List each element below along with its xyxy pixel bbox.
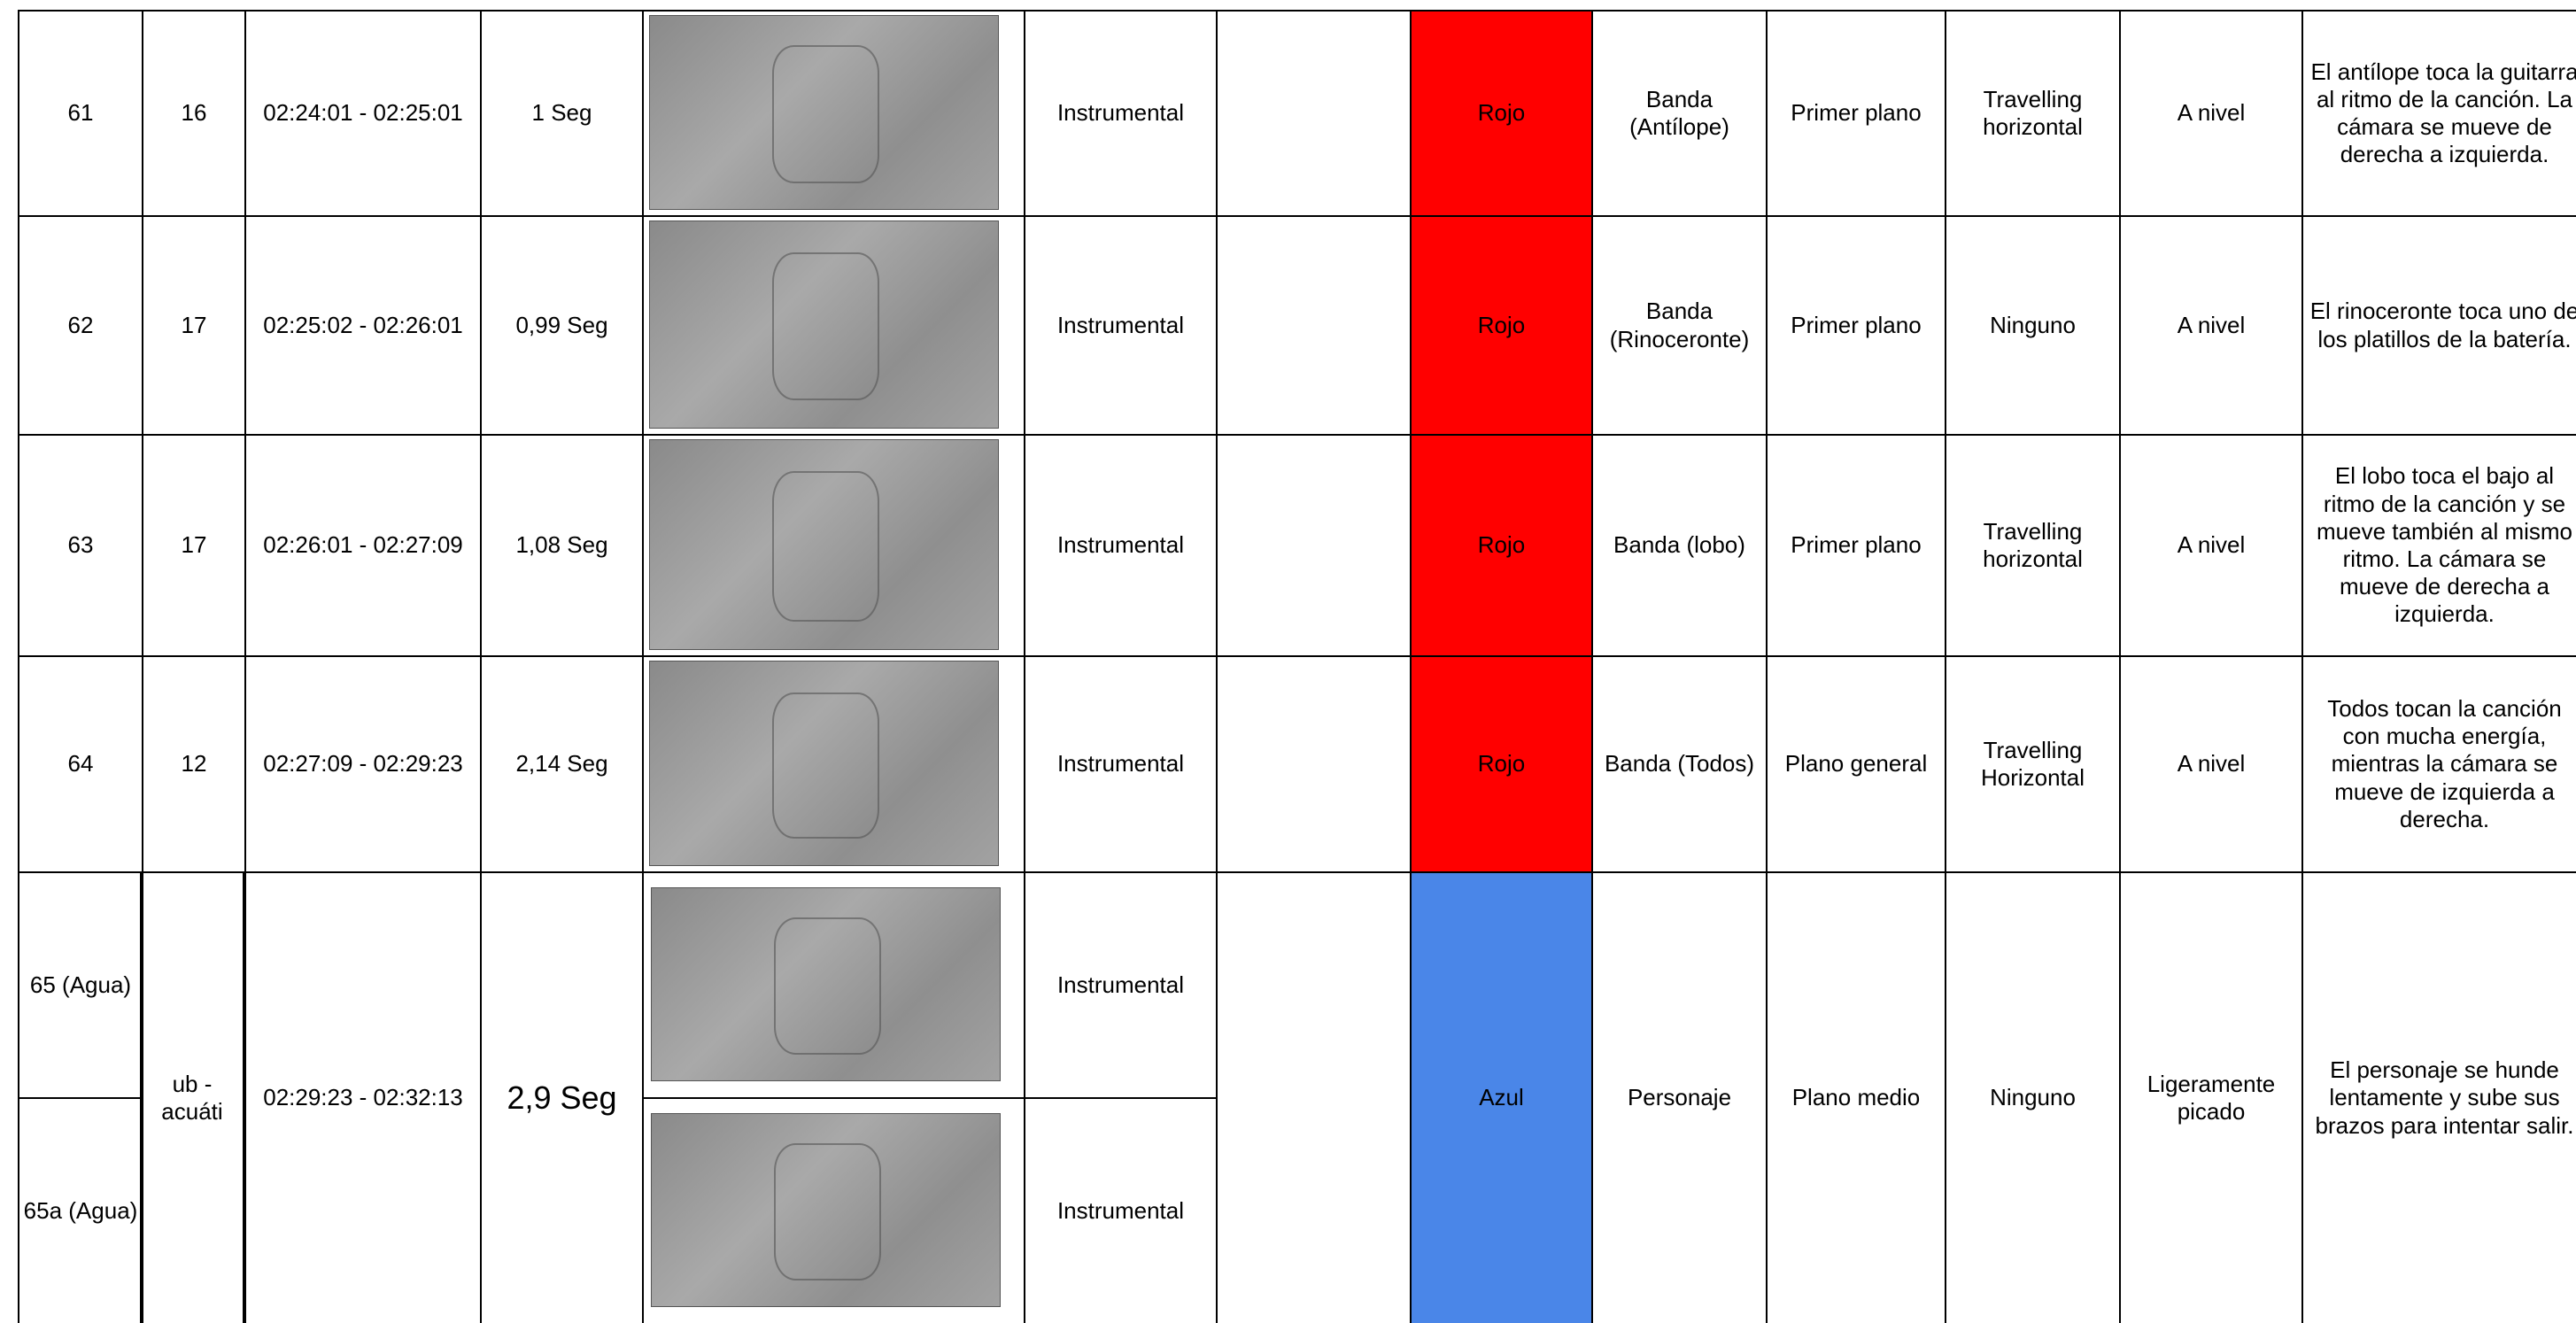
empty-cell — [1216, 871, 1412, 1323]
time-cell: 02:29:23 - 02:32:13 — [244, 871, 482, 1323]
plane-cell: Primer plano — [1766, 434, 1946, 657]
storyboard-sketch — [651, 1113, 1001, 1307]
plane-cell: Primer plano — [1766, 215, 1946, 436]
description-cell: Todos tocan la canción con mucha energía… — [2301, 655, 2576, 873]
audio-cell: Instrumental — [1024, 10, 1218, 217]
shot-cell: 63 — [18, 434, 143, 657]
audio-cell: Instrumental — [1024, 1097, 1218, 1323]
audio-cell: Instrumental — [1024, 215, 1218, 436]
empty-cell — [1216, 215, 1412, 436]
shot-cell: 65a (Agua) — [18, 1097, 143, 1323]
subject-cell: Banda (lobo) — [1591, 434, 1768, 657]
storyboard-sketch — [649, 661, 999, 866]
audio-cell: Instrumental — [1024, 871, 1218, 1099]
duration-cell: 2,14 Seg — [480, 655, 644, 873]
color-cell: Azul — [1410, 871, 1593, 1323]
angle-cell: A nivel — [2119, 434, 2303, 657]
plane-cell: Primer plano — [1766, 10, 1946, 217]
description-cell: El antílope toca la guitarra al ritmo de… — [2301, 10, 2576, 217]
time-cell: 02:27:09 - 02:29:23 — [244, 655, 482, 873]
scene-cell: 17 — [142, 215, 246, 436]
subject-cell: Banda (Rinoceronte) — [1591, 215, 1768, 436]
empty-cell — [1216, 655, 1412, 873]
duration-cell: 0,99 Seg — [480, 215, 644, 436]
empty-cell — [1216, 434, 1412, 657]
movement-cell: Ninguno — [1945, 215, 2121, 436]
shot-cell: 61 — [18, 10, 143, 217]
color-cell: Rojo — [1410, 655, 1593, 873]
shot-cell: 64 — [18, 655, 143, 873]
color-cell: Rojo — [1410, 215, 1593, 436]
time-cell: 02:26:01 - 02:27:09 — [244, 434, 482, 657]
plane-cell: Plano general — [1766, 655, 1946, 873]
duration-cell: 1,08 Seg — [480, 434, 644, 657]
movement-cell: Travelling horizontal — [1945, 434, 2121, 657]
audio-cell: Instrumental — [1024, 434, 1218, 657]
color-cell: Rojo — [1410, 10, 1593, 217]
plane-cell: Plano medio — [1766, 871, 1946, 1323]
color-cell: Rojo — [1410, 434, 1593, 657]
time-cell: 02:24:01 - 02:25:01 — [244, 10, 482, 217]
description-cell: El rinoceronte toca uno de los platillos… — [2301, 215, 2576, 436]
angle-cell: A nivel — [2119, 215, 2303, 436]
description-cell: El lobo toca el bajo al ritmo de la canc… — [2301, 434, 2576, 657]
scene-cell: 17 — [142, 434, 246, 657]
description-cell: El personaje se hunde lentamente y sube … — [2301, 871, 2576, 1323]
duration-cell: 2,9 Seg — [480, 871, 644, 1323]
movement-cell: Travelling Horizontal — [1945, 655, 2121, 873]
shot-cell: 62 — [18, 215, 143, 436]
scene-cell: 16 — [142, 10, 246, 217]
storyboard-sketch — [649, 439, 999, 650]
subject-cell: Banda (Todos) — [1591, 655, 1768, 873]
angle-cell: A nivel — [2119, 10, 2303, 217]
duration-cell: 1 Seg — [480, 10, 644, 217]
scene-cell: ub - acuáti — [140, 871, 244, 1323]
scene-cell: 12 — [142, 655, 246, 873]
storyboard-sketch — [649, 15, 999, 210]
angle-cell: Ligeramente picado — [2119, 871, 2303, 1323]
movement-cell: Ninguno — [1945, 871, 2121, 1323]
time-cell: 02:25:02 - 02:26:01 — [244, 215, 482, 436]
shot-cell: 65 (Agua) — [18, 871, 143, 1099]
angle-cell: A nivel — [2119, 655, 2303, 873]
subject-cell: Banda (Antílope) — [1591, 10, 1768, 217]
empty-cell — [1216, 10, 1412, 217]
movement-cell: Travelling horizontal — [1945, 10, 2121, 217]
storyboard-sketch — [651, 887, 1001, 1081]
audio-cell: Instrumental — [1024, 655, 1218, 873]
storyboard-sketch — [649, 220, 999, 429]
subject-cell: Personaje — [1591, 871, 1768, 1323]
